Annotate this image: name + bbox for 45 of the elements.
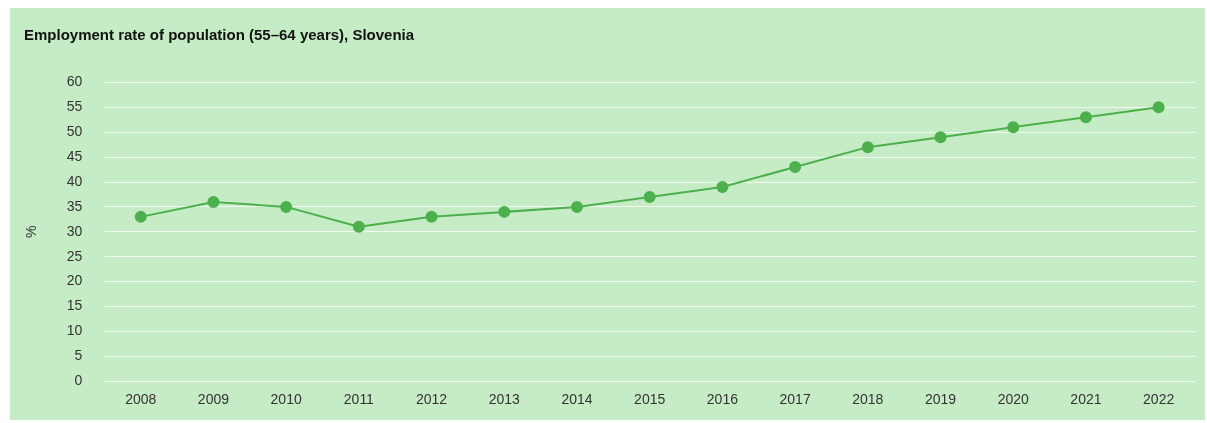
x-tick-label: 2017 [779, 391, 811, 408]
x-tick-label: 2015 [634, 391, 666, 408]
x-tick-label: 2011 [343, 391, 375, 408]
x-tick-label: 2020 [997, 391, 1030, 408]
x-tick-label: 2019 [924, 391, 957, 408]
point [425, 210, 438, 223]
x-tick-label: 2009 [197, 391, 230, 408]
x-tick-label: 2021 [1070, 391, 1102, 408]
point [1152, 101, 1165, 114]
point [207, 195, 220, 208]
y-axis-title: % [23, 225, 40, 239]
point [1079, 111, 1092, 124]
y-tick-label: 35 [66, 197, 83, 214]
x-tick-label: 2008 [125, 391, 157, 408]
y-tick-label: 60 [66, 73, 83, 90]
x-tick-label: 2022 [1143, 391, 1175, 408]
point [789, 161, 802, 174]
y-tick-label: 15 [66, 297, 83, 314]
y-tick-label: 55 [66, 98, 83, 115]
point [1007, 121, 1020, 134]
y-tick-label: 40 [66, 172, 83, 189]
point [861, 141, 874, 154]
chart-title: Employment rate of population (55–64 years), Slovenia [24, 26, 415, 43]
point [934, 131, 947, 144]
y-tick-label: 10 [66, 322, 83, 339]
x-tick-label: 2018 [852, 391, 884, 408]
y-tick-label: 30 [66, 222, 83, 239]
y-tick-label: 5 [74, 347, 83, 364]
point [134, 210, 147, 223]
y-tick-label: 50 [66, 123, 83, 140]
point [280, 200, 293, 213]
y-tick-label: 25 [66, 247, 83, 264]
x-tick-label: 2014 [561, 391, 593, 408]
point [352, 220, 365, 233]
y-tick-label: 45 [66, 147, 83, 164]
x-tick-label: 2010 [270, 391, 302, 408]
x-tick-label: 2012 [415, 391, 448, 408]
point [498, 205, 511, 218]
point [570, 200, 583, 213]
x-tick-label: 2016 [706, 391, 739, 408]
point [643, 190, 656, 203]
y-tick-label: 20 [66, 272, 83, 289]
y-tick-label: 0 [74, 372, 83, 389]
point [716, 180, 729, 193]
x-tick-label: 2013 [488, 391, 521, 408]
